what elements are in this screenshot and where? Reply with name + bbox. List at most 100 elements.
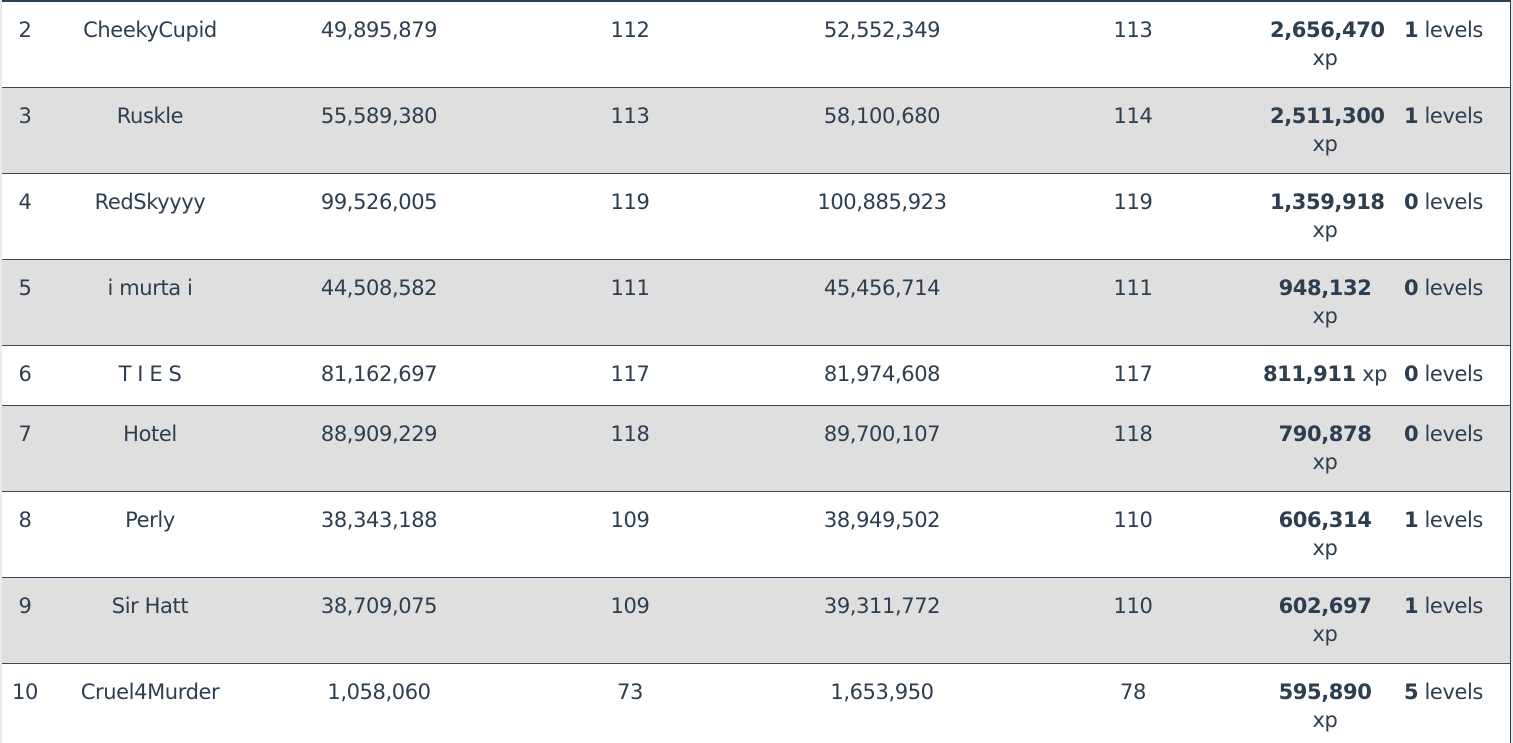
start-xp-cell: 44,508,582 [252,259,506,346]
table-row[interactable]: 2 CheekyCupid 49,895,879 112 52,552,349 … [2,2,1511,88]
start-xp-cell: 38,709,075 [252,577,506,664]
end-xp-cell: 89,700,107 [754,405,1010,492]
end-level-cell: 119 [1010,173,1256,260]
player-name[interactable]: Ruskle [48,87,252,174]
table-row[interactable]: 3 Ruskle 55,589,380 113 58,100,680 114 2… [2,87,1511,174]
player-name[interactable]: RedSkyyyy [48,173,252,260]
rank-cell: 4 [2,173,48,260]
table-row[interactable]: 9 Sir Hatt 38,709,075 109 39,311,772 110… [2,577,1511,664]
levels-gained-value: 1 [1404,508,1419,532]
levels-gained-cell: 1 levels [1394,577,1511,664]
start-level-cell: 112 [506,2,754,88]
start-xp-cell: 81,162,697 [252,345,506,406]
gained-xp-cell: 2,656,470 xp [1256,2,1394,88]
end-xp-cell: 100,885,923 [754,173,1010,260]
start-xp-cell: 88,909,229 [252,405,506,492]
start-level-cell: 109 [506,491,754,578]
start-level-cell: 111 [506,259,754,346]
start-level-cell: 109 [506,577,754,664]
rank-cell: 2 [2,2,48,88]
table-row[interactable]: 5 i murta i 44,508,582 111 45,456,714 11… [2,259,1511,346]
player-name[interactable]: Sir Hatt [48,577,252,664]
gained-xp-cell: 1,359,918 xp [1256,173,1394,260]
levels-unit: levels [1424,680,1484,704]
gained-xp-cell: 606,314 xp [1256,491,1394,578]
xp-unit: xp [1362,362,1388,386]
player-name[interactable]: Cruel4Murder [48,663,252,743]
xp-unit: xp [1312,218,1338,242]
end-level-cell: 110 [1010,491,1256,578]
rank-cell: 7 [2,405,48,492]
gained-xp-value: 1,359,918 [1270,190,1385,214]
xp-unit: xp [1312,622,1338,646]
rank-cell: 3 [2,87,48,174]
end-xp-cell: 58,100,680 [754,87,1010,174]
table-row[interactable]: 10 Cruel4Murder 1,058,060 73 1,653,950 7… [2,663,1511,743]
levels-gained-value: 1 [1404,104,1419,128]
levels-unit: levels [1424,362,1484,386]
levels-unit: levels [1424,18,1484,42]
gained-xp-value: 606,314 [1278,508,1372,532]
levels-gained-cell: 1 levels [1394,491,1511,578]
levels-gained-cell: 0 levels [1394,173,1511,260]
gained-xp-cell: 602,697 xp [1256,577,1394,664]
levels-gained-value: 0 [1404,362,1419,386]
xp-unit: xp [1312,536,1338,560]
player-name[interactable]: Hotel [48,405,252,492]
gained-xp-cell: 595,890 xp [1256,663,1394,743]
gained-xp-value: 595,890 [1278,680,1372,704]
levels-gained-cell: 0 levels [1394,259,1511,346]
table-row[interactable]: 6 T I E S 81,162,697 117 81,974,608 117 … [2,345,1511,406]
levels-gained-value: 0 [1404,190,1419,214]
gained-xp-cell: 790,878 xp [1256,405,1394,492]
start-xp-cell: 55,589,380 [252,87,506,174]
end-xp-cell: 39,311,772 [754,577,1010,664]
table-row[interactable]: 8 Perly 38,343,188 109 38,949,502 110 60… [2,491,1511,578]
end-xp-cell: 1,653,950 [754,663,1010,743]
start-level-cell: 113 [506,87,754,174]
player-name[interactable]: T I E S [48,345,252,406]
end-xp-cell: 45,456,714 [754,259,1010,346]
player-name[interactable]: CheekyCupid [48,2,252,88]
levels-gained-value: 1 [1404,594,1419,618]
start-xp-cell: 38,343,188 [252,491,506,578]
gained-xp-cell: 2,511,300 xp [1256,87,1394,174]
player-name[interactable]: i murta i [48,259,252,346]
end-level-cell: 78 [1010,663,1256,743]
levels-gained-cell: 1 levels [1394,87,1511,174]
xp-unit: xp [1312,304,1338,328]
end-level-cell: 117 [1010,345,1256,406]
xp-unit: xp [1312,708,1338,732]
levels-unit: levels [1424,508,1484,532]
start-level-cell: 73 [506,663,754,743]
end-level-cell: 114 [1010,87,1256,174]
end-xp-cell: 52,552,349 [754,2,1010,88]
levels-gained-value: 0 [1404,276,1419,300]
end-level-cell: 111 [1010,259,1256,346]
gained-xp-value: 2,511,300 [1270,104,1385,128]
gained-xp-value: 811,911 [1262,362,1356,386]
gained-xp-value: 790,878 [1278,422,1372,446]
xp-unit: xp [1312,450,1338,474]
player-name[interactable]: Perly [48,491,252,578]
levels-gained-value: 1 [1404,18,1419,42]
levels-unit: levels [1424,190,1484,214]
rank-cell: 9 [2,577,48,664]
rank-cell: 8 [2,491,48,578]
rank-cell: 6 [2,345,48,406]
start-level-cell: 118 [506,405,754,492]
end-xp-cell: 38,949,502 [754,491,1010,578]
levels-unit: levels [1424,594,1484,618]
levels-unit: levels [1424,276,1484,300]
rank-cell: 5 [2,259,48,346]
xp-unit: xp [1312,132,1338,156]
levels-gained-cell: 1 levels [1394,2,1511,88]
table-row[interactable]: 4 RedSkyyyy 99,526,005 119 100,885,923 1… [2,173,1511,260]
table-row[interactable]: 7 Hotel 88,909,229 118 89,700,107 118 79… [2,405,1511,492]
end-level-cell: 113 [1010,2,1256,88]
levels-unit: levels [1424,422,1484,446]
levels-gained-value: 0 [1404,422,1419,446]
start-xp-cell: 1,058,060 [252,663,506,743]
